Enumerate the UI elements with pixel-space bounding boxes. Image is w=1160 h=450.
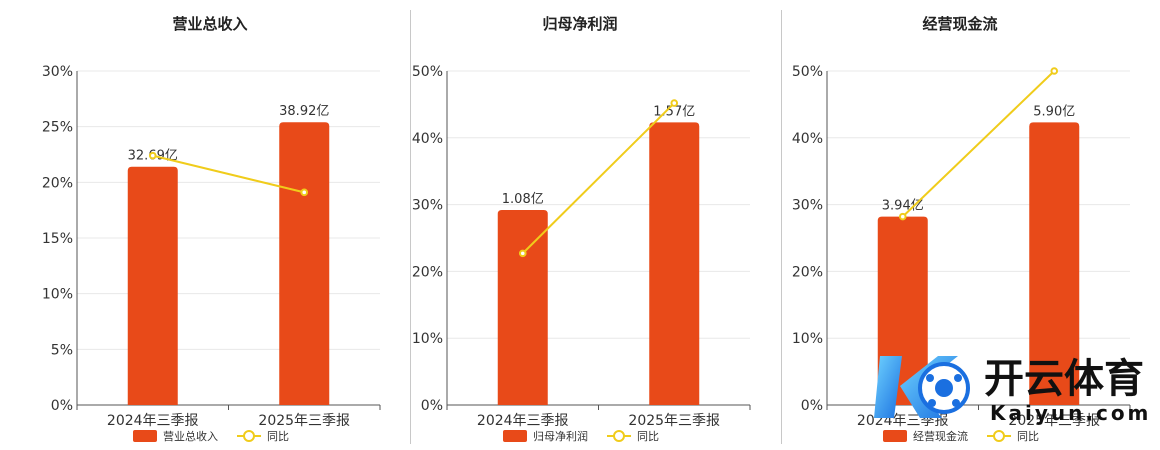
y-tick-label: 25% xyxy=(42,120,73,136)
watermark-text-cn: 开云体育 xyxy=(984,356,1144,402)
y-tick-label: 0% xyxy=(51,398,73,414)
x-tick-label: 2025年三季报 xyxy=(628,413,720,429)
y-tick-label: 40% xyxy=(792,131,823,147)
y-tick-label: 20% xyxy=(412,264,443,280)
chart-title: 经营现金流 xyxy=(922,15,997,33)
x-tick-label: 2024年三季报 xyxy=(107,413,199,429)
bar-data-label: 5.90亿 xyxy=(1033,104,1075,119)
x-tick-label: 2025年三季报 xyxy=(1008,413,1100,429)
legend-bar-label: 归母净利润 xyxy=(533,429,588,443)
y-tick-label: 50% xyxy=(792,64,823,80)
yoy-point[interactable] xyxy=(300,188,309,197)
y-tick-label: 30% xyxy=(792,198,823,214)
x-tick-label: 2024年三季报 xyxy=(477,413,569,429)
y-tick-label: 50% xyxy=(412,64,443,80)
y-tick-label: 10% xyxy=(412,331,443,347)
bar-data-label: 1.57亿 xyxy=(653,104,695,119)
bar-data-label: 3.94亿 xyxy=(882,199,924,214)
yoy-line xyxy=(522,102,675,255)
yoy-point[interactable] xyxy=(1050,67,1059,75)
yoy-point[interactable] xyxy=(898,212,907,221)
bar-data-label: 1.08亿 xyxy=(502,192,544,207)
y-tick-label: 10% xyxy=(792,331,823,347)
panel-divider-1 xyxy=(410,10,411,444)
bar[interactable] xyxy=(649,122,700,405)
bar[interactable] xyxy=(497,209,548,405)
k-letter-mark xyxy=(874,356,902,418)
bar[interactable] xyxy=(279,122,330,406)
chart-title: 归母净利润 xyxy=(542,15,617,33)
legend-bar-swatch[interactable] xyxy=(883,430,907,442)
k-letter-stroke xyxy=(900,356,958,418)
y-tick-label: 30% xyxy=(42,64,73,80)
yoy-point[interactable] xyxy=(148,151,157,160)
legend-bar-label: 经营现金流 xyxy=(913,429,968,443)
y-tick-label: 10% xyxy=(42,287,73,303)
bar[interactable] xyxy=(127,166,178,405)
y-tick-label: 40% xyxy=(412,131,443,147)
y-tick-label: 0% xyxy=(801,398,823,414)
bar[interactable] xyxy=(1029,122,1080,405)
yoy-point[interactable] xyxy=(518,249,527,258)
y-tick-label: 5% xyxy=(51,342,73,358)
legend-bar-label: 营业总收入 xyxy=(163,429,218,443)
legend-line-marker xyxy=(993,430,1005,442)
legend-line-label: 同比 xyxy=(1017,430,1039,443)
legend-line-marker xyxy=(243,430,255,442)
yoy-point[interactable] xyxy=(670,99,679,107)
chart-title: 营业总收入 xyxy=(172,15,247,33)
watermark-text-en: Kaiyun.com xyxy=(990,401,1151,425)
y-tick-label: 30% xyxy=(412,198,443,214)
y-tick-label: 0% xyxy=(421,398,443,414)
legend-line-label: 同比 xyxy=(267,430,289,443)
bar-data-label: 38.92亿 xyxy=(279,104,329,119)
x-tick-label: 2025年三季报 xyxy=(258,413,350,429)
panel-divider-2 xyxy=(781,10,782,444)
y-tick-label: 15% xyxy=(42,231,73,247)
legend-bar-swatch[interactable] xyxy=(133,430,157,442)
legend-bar-swatch[interactable] xyxy=(503,430,527,442)
y-tick-label: 20% xyxy=(792,264,823,280)
y-tick-label: 20% xyxy=(42,175,73,191)
yoy-line xyxy=(152,154,305,194)
legend-line-marker xyxy=(613,430,625,442)
watermark-logo: 开云体育 Kaiyun.com xyxy=(872,348,1160,428)
yoy-line xyxy=(902,70,1055,218)
legend-line-label: 同比 xyxy=(637,430,659,443)
